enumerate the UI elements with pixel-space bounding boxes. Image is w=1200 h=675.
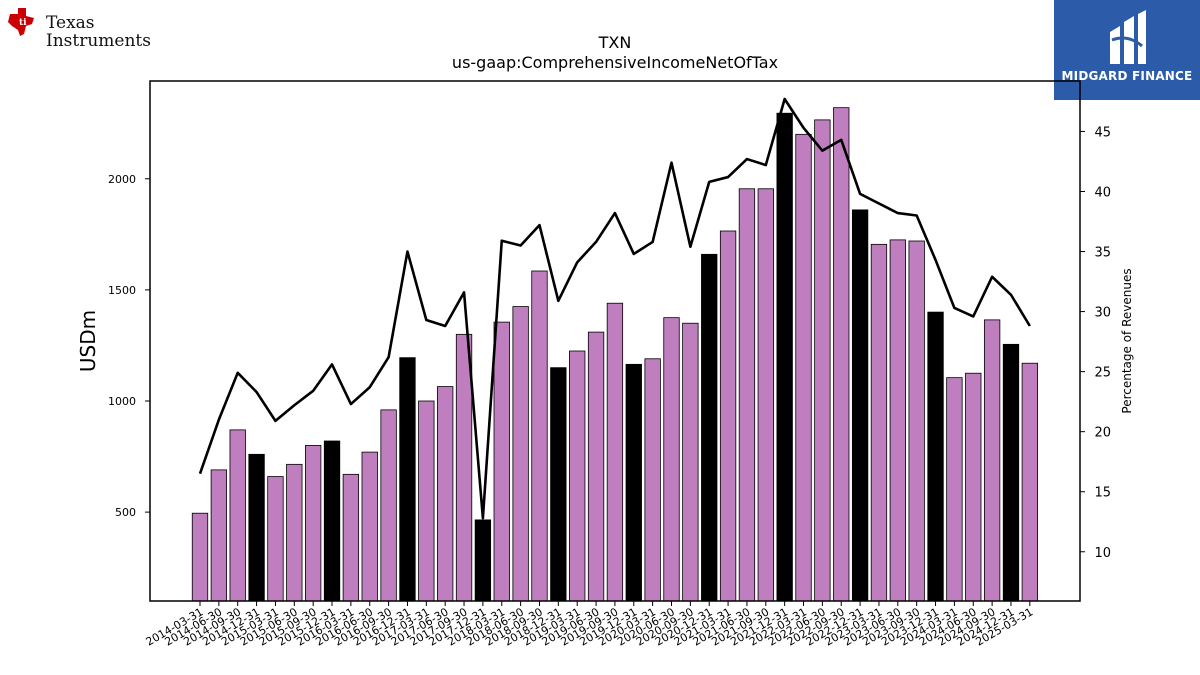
y-axis: 500 1000 1500 2000	[108, 173, 150, 519]
ti-map-icon: ti	[8, 8, 34, 36]
bar-2024-09-30	[983, 319, 1001, 602]
bar-2018-09-30	[531, 270, 548, 602]
y2-tick-label: 30	[1094, 306, 1111, 321]
bar-2023-03-31	[870, 243, 888, 602]
bar-2015-03-31	[267, 476, 284, 602]
bar-2025-03-31	[1021, 362, 1038, 602]
y-tick-label: 1500	[108, 284, 136, 297]
svg-text:ti: ti	[19, 18, 27, 28]
y-axis-label: USDm	[76, 310, 100, 372]
bar-2020-12-31	[701, 253, 718, 602]
bar-2023-12-31	[927, 311, 944, 602]
bar-2016-03-31	[342, 473, 360, 602]
y2-tick-label: 40	[1094, 185, 1111, 200]
y2-tick-label: 25	[1094, 366, 1111, 381]
bar-2022-09-30	[833, 107, 850, 602]
bar-2014-06-30	[210, 469, 228, 602]
bar-2022-03-31	[795, 133, 812, 602]
bar-2024-06-30	[965, 372, 982, 602]
midgard-logo-icon	[1110, 10, 1146, 64]
bar-2019-09-30	[606, 302, 624, 602]
bar-2015-12-31	[323, 440, 341, 602]
brand-name: MIDGARD FINANCE	[1061, 69, 1193, 83]
line-group	[198, 97, 1031, 520]
bar-2021-09-30	[757, 188, 774, 602]
chart-title: TXN	[598, 33, 632, 52]
bar-2015-06-30	[286, 463, 303, 602]
chart-subtitle: us-gaap:ComprehensiveIncomeNetOfTax	[452, 53, 778, 72]
y-tick-label: 1000	[108, 395, 136, 408]
bar-2017-09-30	[455, 333, 473, 602]
y2-tick-label: 45	[1094, 125, 1111, 140]
bar-2014-12-31	[248, 453, 265, 602]
bar-2016-12-31	[399, 357, 416, 602]
x-axis: 2014-03-312014-06-302014-09-302014-12-31…	[144, 601, 1035, 649]
bar-2020-06-30	[663, 317, 680, 602]
bar-2016-06-30	[361, 451, 378, 602]
company-logo: ti Texas Instruments	[6, 6, 151, 54]
bar-2015-09-30	[305, 445, 322, 602]
company-name: Texas Instruments	[46, 14, 151, 50]
bar-2021-12-31	[776, 112, 793, 602]
bar-2024-12-31	[1002, 343, 1020, 602]
y-tick-label: 500	[115, 506, 136, 519]
y2-axis-label: Percentage of Revenues	[1120, 268, 1134, 413]
y-tick-label: 2000	[108, 173, 136, 186]
brand-logo: MIDGARD FINANCE	[1054, 0, 1200, 100]
bar-2019-12-31	[625, 363, 642, 602]
bar-2017-03-31	[418, 400, 435, 602]
bar-2014-03-31	[191, 512, 209, 602]
bar-2018-12-31	[550, 367, 567, 602]
company-name-line-2: Instruments	[46, 31, 151, 51]
company-name-line-1: Texas	[46, 13, 95, 33]
bar-2017-06-30	[437, 386, 454, 602]
bar-2022-12-31	[851, 209, 869, 602]
bar-2023-09-30	[908, 240, 925, 602]
bar-2018-03-31	[493, 321, 510, 602]
bar-2022-06-30	[814, 119, 831, 602]
bar-2020-03-31	[644, 358, 661, 602]
y2-tick-label: 15	[1094, 486, 1111, 501]
bar-2021-06-30	[738, 188, 756, 602]
y2-tick-label: 10	[1094, 546, 1111, 561]
bar-2017-12-31	[474, 519, 492, 602]
percentage-line	[198, 97, 1031, 520]
bar-2019-06-30	[587, 331, 605, 602]
bar-2021-03-31	[719, 230, 737, 602]
bar-2018-06-30	[512, 306, 529, 602]
bar-2020-09-30	[682, 322, 699, 602]
bar-2019-03-31	[569, 350, 586, 602]
bars-group	[191, 107, 1038, 602]
bar-2024-03-31	[946, 377, 963, 602]
y2-axis: 10 15 20 25 30 35 40 45	[1080, 125, 1111, 561]
bar-2016-09-30	[380, 409, 397, 602]
y2-tick-label: 35	[1094, 246, 1111, 261]
bar-2014-09-30	[229, 429, 246, 602]
y2-tick-label: 20	[1094, 426, 1111, 441]
bar-2023-06-30	[889, 239, 906, 602]
